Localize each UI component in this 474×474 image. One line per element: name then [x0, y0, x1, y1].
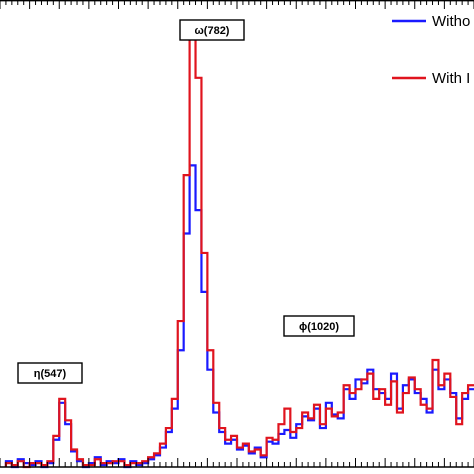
legend-label-without: Witho	[432, 13, 470, 30]
annotation-phi-box	[283, 315, 355, 337]
annotation-eta-box	[17, 362, 83, 384]
annotation-omega-box	[179, 19, 245, 41]
series-line-without	[4, 164, 474, 469]
legend: Witho With I	[392, 13, 470, 87]
series-layer	[4, 22, 474, 469]
annotation-eta-label: η(547)	[34, 368, 67, 380]
series-line-with	[4, 22, 474, 469]
annotation-phi-label: ϕ(1020)	[299, 321, 339, 333]
annotation-omega-label: ω(782)	[195, 25, 230, 37]
annotation-eta: η(547)	[17, 362, 83, 384]
annotation-omega: ω(782)	[179, 19, 245, 41]
annotation-phi: ϕ(1020)	[283, 315, 355, 337]
legend-label-with: With I	[432, 70, 470, 87]
